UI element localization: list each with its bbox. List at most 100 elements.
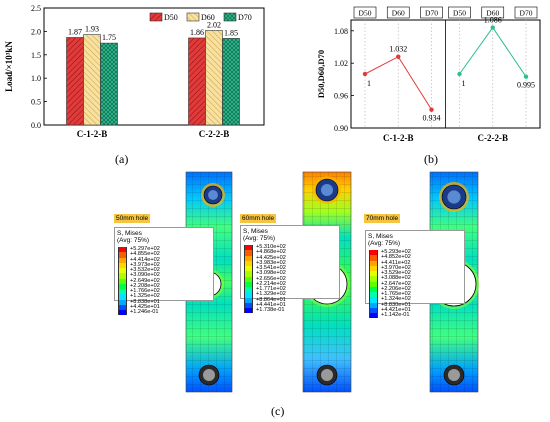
legend-value: +3.973e+02 — [130, 261, 160, 268]
bolt-head-bottom — [321, 369, 333, 381]
legend-title: S, Mises (Avg: 75%) — [115, 228, 213, 244]
caption-c: (c) — [271, 404, 285, 418]
legend-color-swatch — [118, 252, 127, 258]
stress-legend-3: S, Mises (Avg: 75%) +5.293e+02 +4.852e+02 +4… — [365, 230, 465, 319]
legend-value: +2.647e+02 — [381, 280, 411, 287]
stress-legend-1: S, Mises (Avg: 75%) +5.297e+02 +4.855e+02 +4… — [114, 227, 214, 316]
legend-scale: +5.297e+02 +4.855e+02 +4.414e+02 +3.973e+02… — [118, 246, 160, 316]
legend-value: +3.529e+02 — [381, 270, 411, 276]
legend-row: +1.738e-01 — [244, 307, 286, 314]
y-tick-label: 0.96 — [334, 92, 348, 101]
point-C-1-2-B-D50 — [362, 71, 368, 77]
legend-row: +1.325e+02 — [118, 293, 160, 300]
legend-color-swatch — [244, 250, 253, 256]
legend-color-swatch — [369, 255, 378, 261]
legend-value: +5.293e+02 — [381, 249, 411, 255]
legend-value: +3.541e+02 — [256, 265, 286, 271]
legend-row: +3.090e+02 — [118, 272, 160, 279]
x-tick-label: C-2-2-B — [199, 129, 230, 139]
legend-row: +4.411e+02 — [369, 260, 411, 266]
legend-row: +4.441e+01 — [244, 302, 286, 308]
x-top-label: D50 — [453, 9, 466, 18]
bar-D70-C-1-2-B — [100, 42, 118, 126]
legend-value: +5.297e+02 — [130, 246, 160, 252]
legend-color-swatch — [244, 255, 253, 261]
legend-color-swatch — [369, 250, 378, 256]
bar-plot-frame — [43, 7, 265, 126]
y-tick-label: 1.02 — [334, 59, 348, 68]
x-top-label: D60 — [486, 9, 499, 18]
legend-row: +4.414e+02 — [118, 256, 160, 263]
y-tick-label: 0.5 — [31, 98, 41, 107]
bar-value-label: 1.93 — [85, 25, 99, 34]
legend-row: +2.214e+02 — [244, 281, 286, 287]
legend-row: +4.852e+02 — [369, 254, 411, 261]
legend-color-swatch — [118, 304, 127, 310]
legend-color-swatch — [118, 283, 127, 289]
point-value-label: 0.995 — [517, 81, 535, 90]
point-C-2-2-B-D60 — [490, 25, 495, 30]
legend-value: +8.830e+01 — [381, 301, 411, 308]
legend-color-swatch — [118, 268, 127, 274]
legend-color-swatch — [118, 257, 127, 263]
legend-color-swatch — [369, 286, 378, 292]
y-tick-label: 1.08 — [334, 27, 348, 36]
legend-row: +3.532e+02 — [118, 267, 160, 274]
bolt-head-top — [447, 190, 461, 204]
legend-color-swatch — [118, 294, 127, 300]
x-top-label: D60 — [392, 9, 405, 18]
legend-value: +4.425e+01 — [130, 303, 160, 310]
legend-value: +1.324e+02 — [381, 296, 411, 303]
legend-value: +2.206e+02 — [381, 285, 411, 292]
legend-row: +8.830e+01 — [369, 301, 411, 308]
legend-row: +4.425e+01 — [118, 303, 160, 310]
point-C-2-2-B-D70 — [523, 74, 529, 79]
legend-color-swatch — [244, 260, 253, 266]
legend-value: +1.325e+02 — [130, 293, 160, 300]
legend-color-swatch — [369, 297, 378, 303]
legend-row: +3.529e+02 — [369, 270, 411, 277]
legend-row: +1.142e-01 — [369, 312, 411, 319]
legend-color-swatch — [244, 302, 253, 308]
legend-color-swatch — [369, 276, 378, 282]
legend-row: +5.310e+02 — [244, 244, 286, 251]
y-tick-label: 0.0 — [31, 121, 41, 130]
legend-color-swatch — [118, 299, 127, 305]
legend-color-swatch — [244, 266, 253, 272]
x-top-box — [386, 6, 410, 19]
legend-value: +4.852e+02 — [381, 254, 411, 261]
legend-title: S, Mises (Avg: 75%) — [366, 231, 464, 247]
legend-value: +3.088e+02 — [381, 275, 411, 282]
legend-row: +5.297e+02 — [118, 246, 160, 253]
x-top-box — [448, 6, 471, 19]
legend-title: S, Mises (Avg: 75%) — [241, 226, 339, 242]
legend-row: +4.425e+02 — [244, 255, 286, 261]
legend-value: +2.649e+02 — [130, 277, 160, 284]
legend-value: +4.868e+02 — [256, 249, 286, 256]
point-C-1-2-B-D60 — [396, 54, 401, 59]
y-tick-label: 2.0 — [31, 27, 41, 36]
legend-swatch-D70 — [223, 12, 237, 22]
legend-label-D70: D70 — [238, 13, 252, 22]
legend-row: +1.765e+02 — [369, 291, 411, 298]
legend-value: +4.414e+02 — [130, 256, 160, 263]
legend-row: +1.324e+02 — [369, 296, 411, 303]
legend-row: +3.098e+02 — [244, 270, 286, 277]
x-top-box — [420, 6, 443, 19]
caption-b: (b) — [424, 152, 438, 166]
legend-value: +5.310e+02 — [256, 244, 286, 250]
bar-value-label: 1.86 — [190, 28, 204, 37]
bolt-head-top — [320, 183, 334, 197]
legend-value: +1.765e+02 — [381, 291, 411, 297]
legend-color-swatch — [118, 278, 127, 284]
y-tick-label: 0.90 — [334, 124, 348, 133]
legend-row: +3.541e+02 — [244, 265, 286, 272]
legend-color-swatch — [244, 271, 253, 277]
x-tick-label: C-1-2-B — [77, 129, 108, 139]
bar-value-label: 2.02 — [207, 20, 221, 29]
legend-row: +4.868e+02 — [244, 249, 286, 256]
legend-row: +4.855e+02 — [118, 251, 160, 258]
legend-subtitle: (Avg: 75%) — [243, 235, 276, 242]
